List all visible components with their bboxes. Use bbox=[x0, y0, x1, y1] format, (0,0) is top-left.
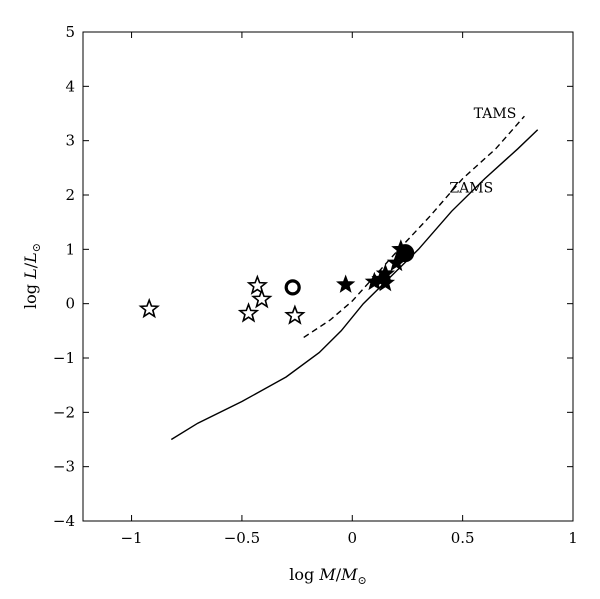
x-axis-label-sun-symbol: ⊙ bbox=[358, 574, 367, 587]
y-axis-label: log L/L⊙ bbox=[21, 243, 43, 309]
x-tick-label: 0 bbox=[348, 529, 358, 547]
y-axis-label-sun-symbol: ⊙ bbox=[30, 243, 43, 252]
open-star-marker bbox=[246, 274, 269, 295]
markers bbox=[138, 239, 415, 325]
open-star-marker bbox=[284, 304, 306, 325]
tick-labels: −1 −0.5 0 0.5 1 −4 −3 −2 −1 0 1 2 3 4 5 bbox=[53, 23, 578, 547]
open-star-marker bbox=[138, 297, 160, 319]
y-tick-label: 0 bbox=[65, 295, 75, 313]
x-tick-label: −1 bbox=[120, 529, 142, 547]
y-axis-label-log: log bbox=[21, 279, 40, 309]
tams-label: TAMS bbox=[474, 106, 517, 122]
curves bbox=[170, 115, 539, 441]
tams-line bbox=[303, 115, 525, 338]
y-axis-label-L: L bbox=[21, 268, 40, 280]
x-axis-label-log: log bbox=[289, 565, 319, 584]
filled-star-marker bbox=[336, 274, 356, 293]
y-tick-label: −4 bbox=[53, 512, 75, 530]
open-star-marker bbox=[237, 302, 260, 323]
y-tick-label: −1 bbox=[53, 349, 75, 367]
y-tick-label: 3 bbox=[65, 132, 75, 150]
zams-label: ZAMS bbox=[449, 180, 493, 196]
x-tick-label: 0.5 bbox=[451, 529, 475, 547]
x-axis-label-M: M bbox=[318, 565, 336, 584]
filled-star-marker bbox=[375, 263, 396, 282]
y-tick-label: −2 bbox=[53, 403, 75, 421]
zams-line bbox=[170, 129, 539, 441]
filled-circle-marker bbox=[396, 244, 415, 263]
filled-star-marker bbox=[375, 272, 396, 292]
y-tick-label: 4 bbox=[65, 77, 75, 95]
x-tick-label: 1 bbox=[568, 529, 578, 547]
plot-frame bbox=[82, 31, 574, 522]
open-star-marker bbox=[251, 288, 273, 309]
x-axis-label-Msun: M bbox=[340, 565, 358, 584]
y-tick-label: 5 bbox=[65, 23, 75, 41]
y-tick-label: −3 bbox=[53, 458, 75, 476]
x-axis-label-slash: / bbox=[336, 565, 342, 584]
y-tick-label: 1 bbox=[65, 240, 75, 258]
y-axis-label-slash: / bbox=[21, 262, 40, 268]
x-axis-label: log M/M⊙ bbox=[289, 565, 366, 587]
open-circle-marker bbox=[284, 279, 301, 296]
axis-ticks bbox=[83, 31, 574, 522]
x-tick-label: −0.5 bbox=[224, 529, 260, 547]
y-tick-label: 2 bbox=[65, 186, 75, 204]
y-axis-label-Lsun: L bbox=[21, 252, 40, 264]
curve-labels: ZAMS TAMS bbox=[449, 106, 516, 196]
